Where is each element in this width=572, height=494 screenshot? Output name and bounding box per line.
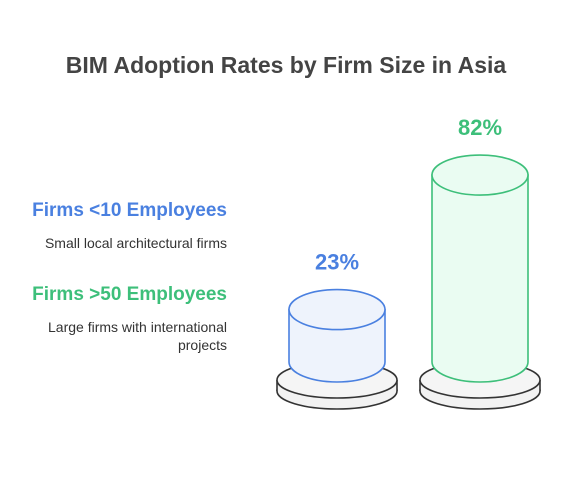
legend-description: Large firms with international projects (48, 319, 227, 353)
bar-cylinder-top (288, 288, 386, 331)
legend-item-large-firms: Firms >50 Employees Large firms with int… (22, 284, 227, 354)
chart-title: BIM Adoption Rates by Firm Size in Asia (65, 52, 507, 78)
value-label: 23% (315, 250, 359, 275)
legend-label: Firms <10 Employees (32, 200, 227, 221)
bar-cylinder-top (431, 154, 529, 196)
legend-label: Firms >50 Employees (32, 284, 227, 305)
bar-cylinder-body (431, 174, 529, 383)
value-label: 82% (458, 115, 502, 140)
legend-item-small-firms: Firms <10 Employees Small local architec… (32, 200, 227, 252)
legend-description: Small local architectural firms (44, 235, 227, 251)
